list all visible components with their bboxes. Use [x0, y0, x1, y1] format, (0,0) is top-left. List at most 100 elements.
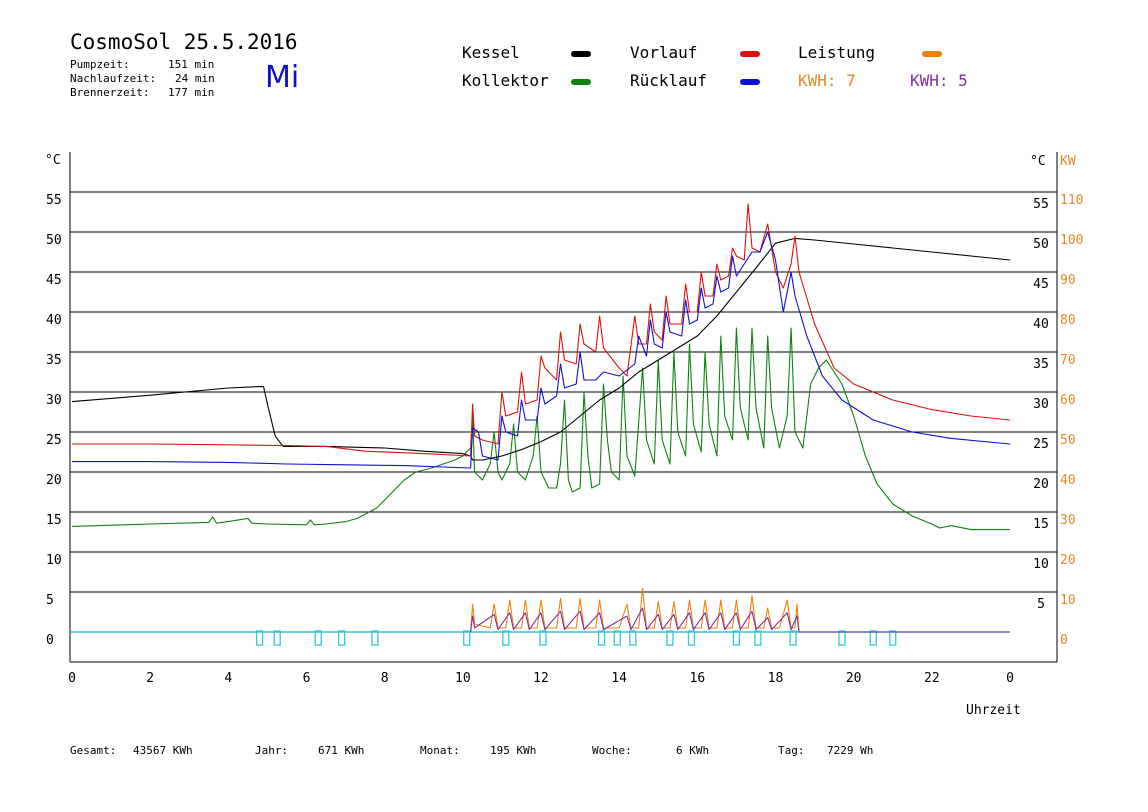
y-tick-label-left: 55 — [46, 193, 62, 208]
footer-gesamt-label: Gesamt: — [70, 744, 117, 757]
pump-pulse — [273, 630, 281, 646]
y-tick-label-left: 45 — [46, 273, 62, 288]
x-tick-label: 2 — [146, 671, 154, 686]
y-tick-label-left: 15 — [46, 513, 62, 528]
stat-pumpzeit-value: 151 min — [168, 58, 215, 71]
legend-ruecklauf-label: Rücklauf — [630, 71, 708, 90]
weekday-label: Mi — [265, 60, 300, 95]
x-tick-label: 16 — [690, 671, 706, 686]
pump-pulse — [338, 630, 346, 646]
x-tick-label: 18 — [768, 671, 784, 686]
y-tick-label-left: 20 — [46, 473, 62, 488]
pump-pulse — [463, 630, 471, 646]
y-tick-label-right: 25 — [1033, 437, 1049, 452]
y2-tick-label: 30 — [1060, 513, 1076, 528]
x-tick-label: 0 — [1006, 671, 1014, 686]
pump-pulse — [371, 630, 379, 646]
pump-pulse — [838, 630, 846, 646]
pump-pulse — [889, 630, 897, 646]
y-tick-label-right: 50 — [1033, 237, 1049, 252]
footer-tag-label: Tag: — [778, 744, 805, 757]
pump-pulse — [687, 630, 696, 646]
y-unit-right: °C — [1030, 154, 1046, 169]
y2-tick-label: 60 — [1060, 393, 1076, 408]
pump-pulse — [255, 630, 264, 646]
x-tick-label: 0 — [68, 671, 76, 686]
legend-kwh2-label: KWH: 5 — [910, 71, 968, 90]
pump-pulse — [629, 630, 637, 646]
pump-pulse — [732, 630, 741, 646]
y-tick-label-left: 5 — [46, 593, 54, 608]
x-tick-label: 20 — [846, 671, 862, 686]
y2-tick-label: 110 — [1060, 193, 1083, 208]
y-tick-label-right: 20 — [1033, 477, 1049, 492]
legend-vorlauf-label: Vorlauf — [630, 43, 698, 62]
legend-kollektor-label: Kollektor — [462, 71, 549, 90]
y-tick-label-left: 25 — [46, 433, 62, 448]
y-tick-label-right: 15 — [1033, 517, 1049, 532]
stat-nachlaufzeit-value: 24 min — [175, 72, 215, 85]
legend-leistung-swatch — [922, 51, 942, 57]
series-line-leistung — [470, 587, 1010, 633]
x-tick-label: 6 — [303, 671, 311, 686]
pump-pulse — [754, 630, 762, 646]
y-tick-label-left: 0 — [46, 633, 54, 648]
x-tick-label: 8 — [381, 671, 389, 686]
footer-tag-value: 7229 Wh — [827, 744, 874, 757]
pump-pulse — [597, 630, 606, 646]
y-unit-left: °C — [45, 153, 61, 168]
y-tick-label-right: 55 — [1033, 197, 1049, 212]
x-tick-label: 22 — [924, 671, 940, 686]
footer-gesamt-value: 43567 KWh — [133, 744, 193, 757]
legend-kollektor-swatch — [571, 79, 591, 85]
footer-woche-label: Woche: — [592, 744, 632, 757]
legend-ruecklauf-swatch — [740, 79, 760, 85]
pump-pulse — [789, 630, 797, 646]
y-tick-label-right: 5 — [1037, 597, 1045, 612]
footer-monat-label: Monat: — [420, 744, 460, 757]
page-title: CosmoSol 25.5.2016 — [70, 30, 298, 54]
x-tick-label: 10 — [455, 671, 471, 686]
series-line-ruecklauf — [72, 231, 1011, 469]
pump-pulse — [502, 630, 510, 646]
footer-jahr-value: 671 KWh — [318, 744, 365, 757]
legend-vorlauf-swatch — [740, 51, 760, 57]
y2-tick-label: 70 — [1060, 353, 1076, 368]
series-line-kessel — [71, 237, 1011, 461]
y2-tick-label: 50 — [1060, 433, 1076, 448]
y2-tick-label: 40 — [1060, 473, 1076, 488]
pump-pulse — [613, 630, 621, 646]
footer-monat-value: 195 KWh — [490, 744, 537, 757]
y-tick-label-left: 35 — [46, 353, 62, 368]
y-tick-label-right: 45 — [1033, 277, 1049, 292]
stat-nachlaufzeit-label: Nachlaufzeit: — [70, 72, 157, 85]
y2-tick-label: 100 — [1060, 233, 1083, 248]
x-tick-label: 14 — [611, 671, 627, 686]
y2-unit: KW — [1060, 154, 1076, 169]
y-tick-label-left: 10 — [46, 553, 62, 568]
y-tick-label-left: 30 — [46, 393, 62, 408]
y-tick-label-left: 40 — [46, 313, 62, 328]
stat-pumpzeit-label: Pumpzeit: — [70, 58, 130, 71]
legend-kwh1-label: KWH: 7 — [798, 71, 856, 90]
pump-pulse — [666, 630, 674, 646]
x-tick-label: 4 — [224, 671, 232, 686]
series-line-kollektor — [71, 327, 1010, 531]
y-tick-label-left: 50 — [46, 233, 62, 248]
stat-brennerzeit-label: Brennerzeit: — [70, 86, 150, 99]
pump-pulse — [314, 630, 322, 646]
x-axis-label: Uhrzeit — [966, 703, 1021, 718]
y2-tick-label: 20 — [1060, 553, 1076, 568]
stat-brennerzeit-value: 177 min — [168, 86, 215, 99]
y2-tick-label: 0 — [1060, 633, 1068, 648]
pump-pulse — [539, 630, 547, 646]
y-tick-label-right: 30 — [1033, 397, 1049, 412]
y-tick-label-right: 10 — [1033, 557, 1049, 572]
series-line-vorlauf — [72, 203, 1011, 457]
x-tick-label: 12 — [533, 671, 549, 686]
legend-leistung-label: Leistung — [798, 43, 876, 62]
series-line-kwh2 — [470, 607, 1010, 633]
legend-kessel-swatch — [571, 51, 591, 57]
footer-woche-value: 6 KWh — [676, 744, 710, 757]
